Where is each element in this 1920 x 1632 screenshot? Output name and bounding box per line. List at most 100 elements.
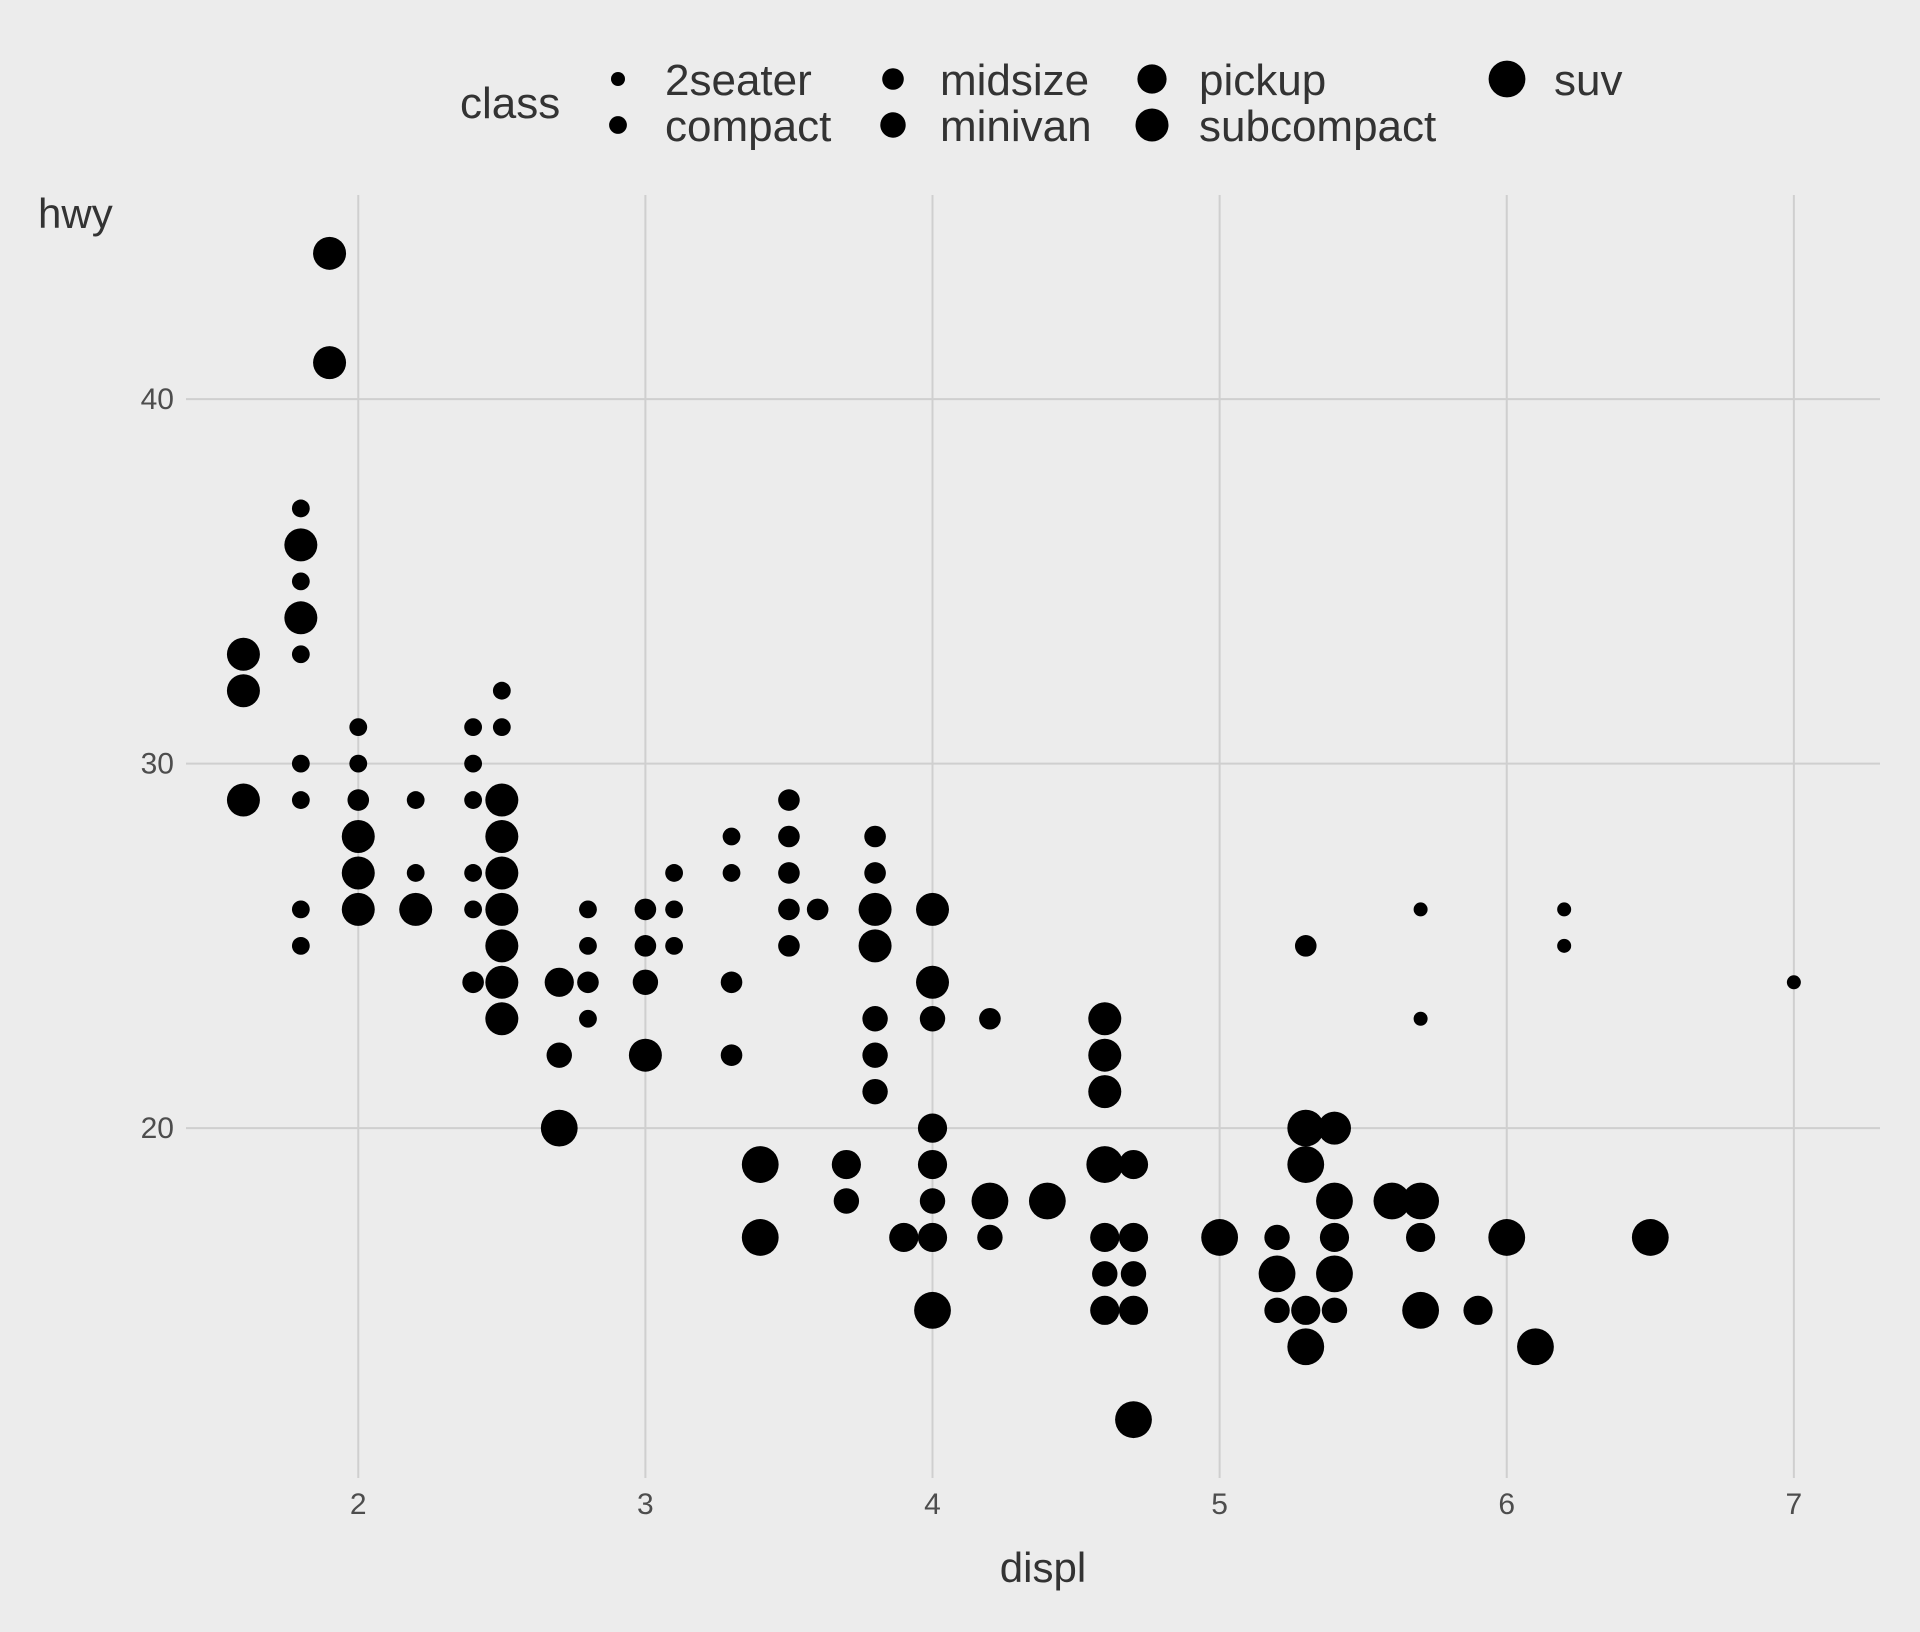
data-point-pickup bbox=[1090, 1295, 1120, 1325]
data-point-compact bbox=[291, 791, 310, 809]
data-point-subcompact bbox=[1088, 1075, 1122, 1109]
data-point-suv bbox=[971, 1182, 1009, 1220]
data-point-2seater bbox=[1557, 902, 1572, 917]
data-point-compact bbox=[291, 936, 310, 955]
data-point-minivan bbox=[919, 1006, 946, 1032]
data-point-midsize bbox=[979, 1007, 1001, 1030]
legend-key-compact bbox=[609, 116, 627, 134]
data-point-midsize bbox=[634, 898, 657, 921]
data-point-suv bbox=[1287, 1146, 1325, 1183]
data-point-compact bbox=[406, 864, 425, 882]
data-point-compact bbox=[579, 900, 597, 919]
data-point-subcompact bbox=[485, 820, 519, 853]
data-point-subcompact bbox=[284, 528, 318, 562]
data-point-pickup bbox=[917, 1222, 948, 1253]
data-point-compact bbox=[291, 572, 310, 591]
data-point-compact bbox=[291, 754, 310, 773]
data-point-midsize bbox=[720, 971, 743, 994]
data-point-subcompact bbox=[341, 892, 375, 926]
data-point-midsize bbox=[720, 1044, 743, 1066]
data-point-2seater bbox=[1413, 902, 1428, 917]
data-point-midsize bbox=[778, 789, 800, 811]
data-point-suv bbox=[1631, 1219, 1669, 1256]
data-point-minivan bbox=[1321, 1297, 1348, 1324]
x-tick-label: 6 bbox=[1498, 1488, 1515, 1521]
data-point-pickup bbox=[1406, 1222, 1436, 1253]
legend-key-2seater bbox=[611, 72, 625, 86]
legend-title: class bbox=[460, 79, 560, 128]
data-point-subcompact bbox=[485, 892, 519, 926]
data-point-pickup bbox=[831, 1149, 861, 1180]
legend-key-subcompact bbox=[1135, 108, 1169, 142]
data-point-subcompact bbox=[858, 929, 892, 963]
data-point-suv bbox=[741, 1146, 779, 1183]
data-point-pickup bbox=[889, 1222, 919, 1253]
x-tick-label: 2 bbox=[350, 1488, 367, 1521]
data-point-suv bbox=[1258, 1255, 1296, 1293]
data-point-compact bbox=[722, 864, 741, 882]
data-point-pickup bbox=[544, 967, 574, 997]
data-point-suv bbox=[1373, 1182, 1411, 1220]
data-point-subcompact bbox=[1317, 1111, 1351, 1145]
data-point-minivan bbox=[1264, 1224, 1290, 1251]
gridlines bbox=[186, 195, 1880, 1478]
data-point-suv bbox=[1517, 1328, 1554, 1366]
data-point-subcompact bbox=[485, 856, 519, 890]
data-point-pickup bbox=[1118, 1295, 1149, 1325]
x-tick-label: 3 bbox=[637, 1488, 654, 1521]
data-point-compact bbox=[722, 827, 741, 846]
data-point-midsize bbox=[347, 789, 370, 811]
data-point-pickup bbox=[1463, 1295, 1493, 1325]
data-point-pickup bbox=[1118, 1222, 1149, 1253]
data-point-compact bbox=[464, 718, 483, 737]
data-point-midsize bbox=[778, 935, 800, 957]
data-point-subcompact bbox=[313, 346, 347, 380]
data-point-subcompact bbox=[226, 637, 260, 671]
data-point-compact bbox=[349, 754, 368, 773]
y-tick-label: 20 bbox=[141, 1112, 174, 1145]
data-point-minivan bbox=[862, 1078, 888, 1105]
data-point-suv bbox=[1115, 1401, 1152, 1439]
data-point-minivan bbox=[1120, 1261, 1147, 1287]
data-point-midsize bbox=[864, 825, 886, 848]
data-point-pickup bbox=[1090, 1222, 1120, 1253]
data-point-suv bbox=[1201, 1219, 1239, 1256]
data-point-midsize bbox=[577, 971, 599, 994]
legend-key-minivan bbox=[880, 112, 906, 138]
data-point-compact bbox=[665, 864, 684, 882]
data-point-subcompact bbox=[399, 892, 433, 926]
data-point-compact bbox=[579, 1009, 597, 1028]
data-point-minivan bbox=[862, 1042, 888, 1068]
data-point-compact bbox=[665, 900, 684, 919]
data-point-subcompact bbox=[485, 929, 519, 963]
legend-label-2seater: 2seater bbox=[665, 56, 812, 105]
data-point-suv bbox=[1402, 1182, 1440, 1220]
data-point-midsize bbox=[864, 862, 886, 884]
data-point-midsize bbox=[778, 898, 800, 921]
data-point-subcompact bbox=[1088, 1002, 1122, 1036]
data-point-2seater bbox=[1413, 1011, 1428, 1026]
data-point-midsize bbox=[778, 825, 800, 848]
data-point-minivan bbox=[919, 1188, 946, 1214]
data-point-minivan bbox=[1092, 1261, 1118, 1287]
data-point-compact bbox=[464, 754, 483, 773]
legend-label-subcompact: subcompact bbox=[1199, 102, 1436, 151]
x-tick-label: 7 bbox=[1786, 1488, 1803, 1521]
data-point-subcompact bbox=[485, 783, 519, 817]
data-point-compact bbox=[492, 718, 511, 737]
data-point-minivan bbox=[833, 1188, 860, 1214]
data-point-compact bbox=[665, 936, 684, 955]
data-point-suv bbox=[1488, 1219, 1526, 1256]
data-point-compact bbox=[579, 936, 597, 955]
y-tick-labels: 20 30 40 bbox=[141, 383, 174, 1145]
data-point-compact bbox=[291, 645, 310, 664]
data-point-midsize bbox=[1294, 935, 1317, 957]
data-point-midsize bbox=[778, 862, 800, 884]
data-point-2seater bbox=[1557, 938, 1572, 953]
data-point-minivan bbox=[632, 969, 659, 995]
data-point-subcompact bbox=[226, 783, 260, 817]
data-point-subcompact bbox=[485, 1002, 519, 1036]
data-point-suv bbox=[914, 1291, 951, 1329]
